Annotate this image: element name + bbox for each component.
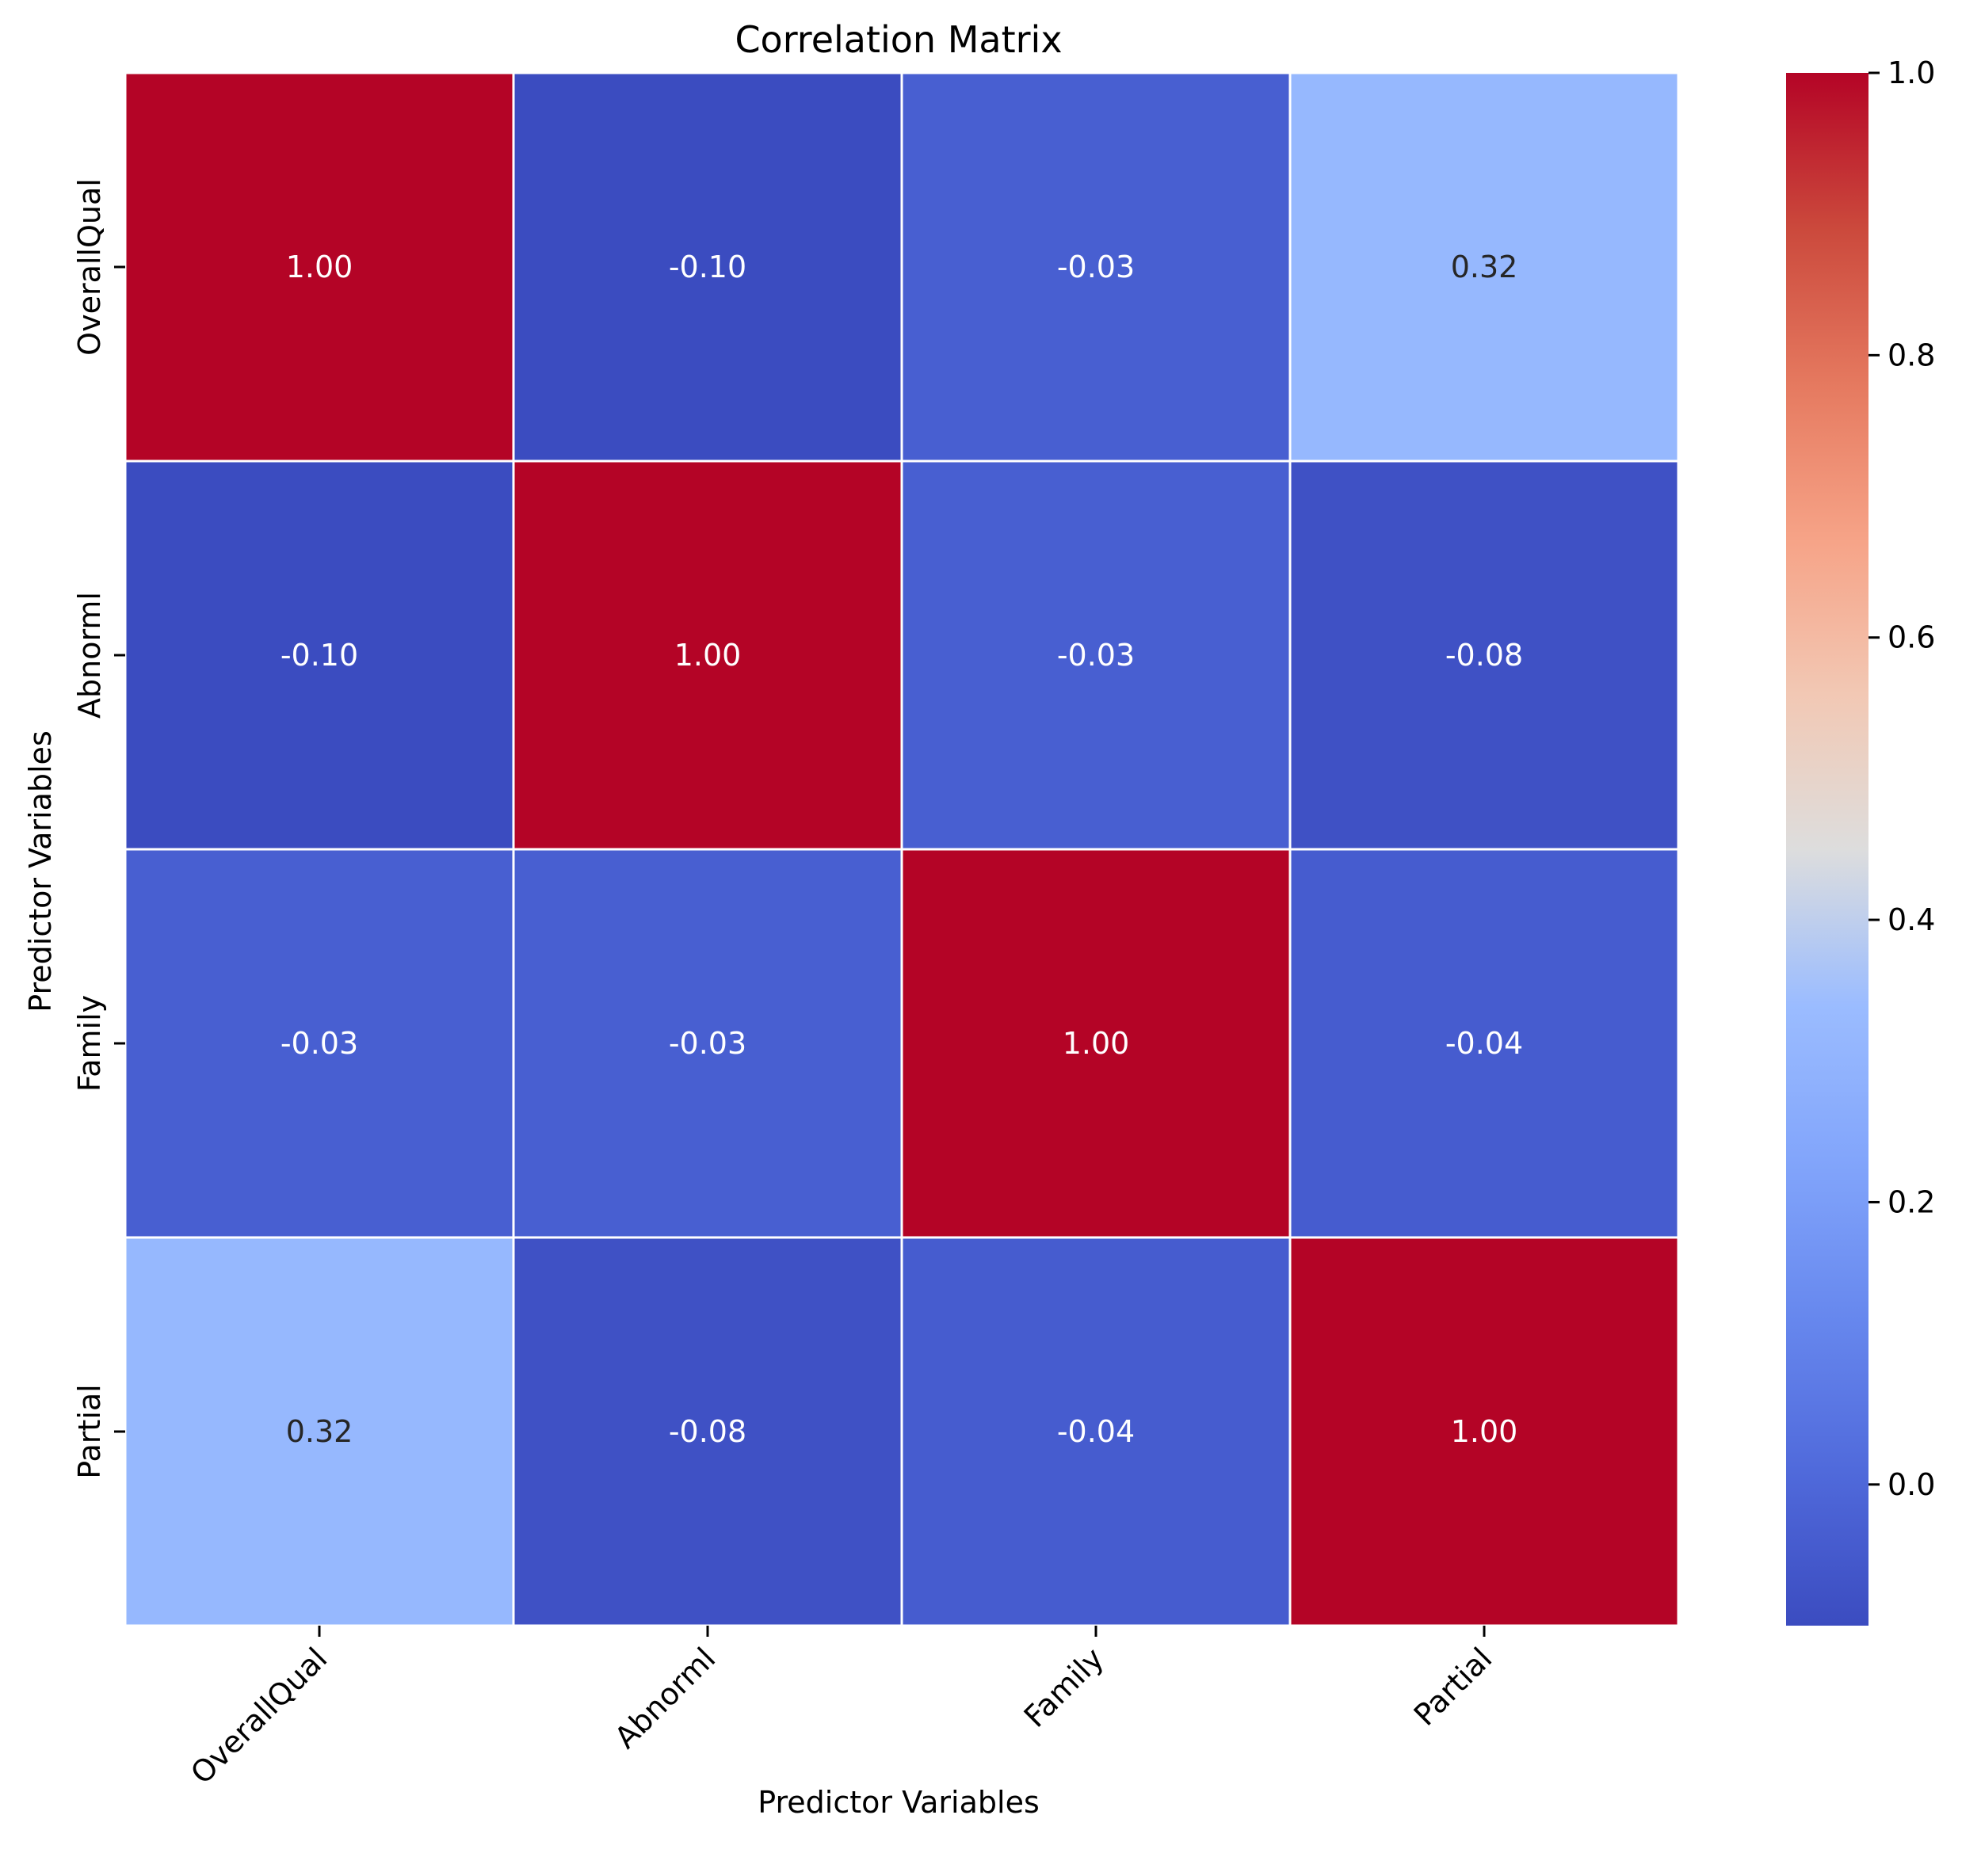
x-tick-label: Family bbox=[1017, 1641, 1111, 1734]
heatmap-cell-value: -0.04 bbox=[1057, 1414, 1135, 1449]
heatmap-cell bbox=[512, 71, 903, 463]
heatmap-cell-value: 1.00 bbox=[674, 638, 742, 673]
heatmap-cell-value: 1.00 bbox=[286, 250, 353, 284]
heatmap-cell bbox=[1288, 71, 1680, 463]
heatmap-cell-value: -0.08 bbox=[1445, 638, 1523, 673]
heatmap-cell bbox=[900, 459, 1292, 851]
heatmap-cell bbox=[900, 1236, 1292, 1627]
heatmap-cell-value: 0.32 bbox=[286, 1414, 353, 1449]
colorbar-tick-label: 0.2 bbox=[1888, 1184, 1935, 1219]
heatmap-cells bbox=[124, 71, 1680, 1627]
colorbar-gradient bbox=[1786, 73, 1868, 1626]
x-tick-label: OverallQual bbox=[184, 1641, 334, 1790]
heatmap-cell-value: -0.03 bbox=[1057, 638, 1135, 673]
x-tick-label: Partial bbox=[1407, 1641, 1499, 1733]
x-axis-ticks: OverallQual Abnorml Family Partial bbox=[184, 1626, 1498, 1791]
heatmap-cell-value: 1.00 bbox=[1063, 1026, 1130, 1061]
colorbar-tick-label: 0.0 bbox=[1888, 1467, 1935, 1502]
x-axis-label: Predictor Variables bbox=[758, 1785, 1040, 1820]
heatmap-cell-value: -0.03 bbox=[1057, 250, 1135, 284]
heatmap-cell bbox=[512, 848, 903, 1239]
heatmap-cell bbox=[1288, 848, 1680, 1239]
colorbar-tick-label: 0.6 bbox=[1888, 620, 1935, 655]
heatmap-cell-value: -0.04 bbox=[1445, 1026, 1523, 1061]
heatmap-cell bbox=[1288, 1236, 1680, 1627]
heatmap-cell bbox=[124, 71, 515, 463]
heatmap-cell bbox=[124, 459, 515, 851]
y-axis-label: Predictor Variables bbox=[23, 730, 58, 1012]
colorbar-tick-label: 1.0 bbox=[1888, 55, 1935, 90]
heatmap-cell-value: -0.03 bbox=[669, 1026, 746, 1061]
heatmap-cell-value: 0.32 bbox=[1451, 250, 1518, 284]
y-tick-label: Abnorml bbox=[72, 592, 107, 719]
heatmap-cell-labels: 1.00 -0.10 -0.03 0.32 -0.10 1.00 -0.03 -0.08 -0.… bbox=[281, 250, 1523, 1449]
colorbar-tick-label: 0.8 bbox=[1888, 337, 1935, 372]
heatmap-cell-value: -0.03 bbox=[281, 1026, 358, 1061]
y-tick-label: Partial bbox=[72, 1384, 107, 1478]
heatmap-cell bbox=[124, 1236, 515, 1627]
heatmap-cell bbox=[900, 71, 1292, 463]
x-tick-label: Abnorml bbox=[608, 1641, 722, 1755]
heatmap-cell-value: -0.10 bbox=[281, 638, 358, 673]
chart-title: Correlation Matrix bbox=[735, 18, 1062, 61]
y-tick-label: OverallQual bbox=[72, 178, 107, 356]
heatmap-cell bbox=[512, 459, 903, 851]
y-axis-ticks: OverallQual Abnorml Family Partial bbox=[72, 178, 125, 1479]
heatmap-cell bbox=[1288, 459, 1680, 851]
heatmap-cell bbox=[512, 1236, 903, 1627]
colorbar-tick-label: 0.4 bbox=[1888, 902, 1935, 937]
colorbar: 0.0 0.2 0.4 0.6 0.8 1.0 bbox=[1786, 55, 1935, 1626]
heatmap-cell-value: -0.10 bbox=[669, 250, 746, 284]
heatmap-cell-value: 1.00 bbox=[1451, 1414, 1518, 1449]
heatmap-cell-value: -0.08 bbox=[669, 1414, 746, 1449]
y-tick-label: Family bbox=[72, 995, 107, 1092]
